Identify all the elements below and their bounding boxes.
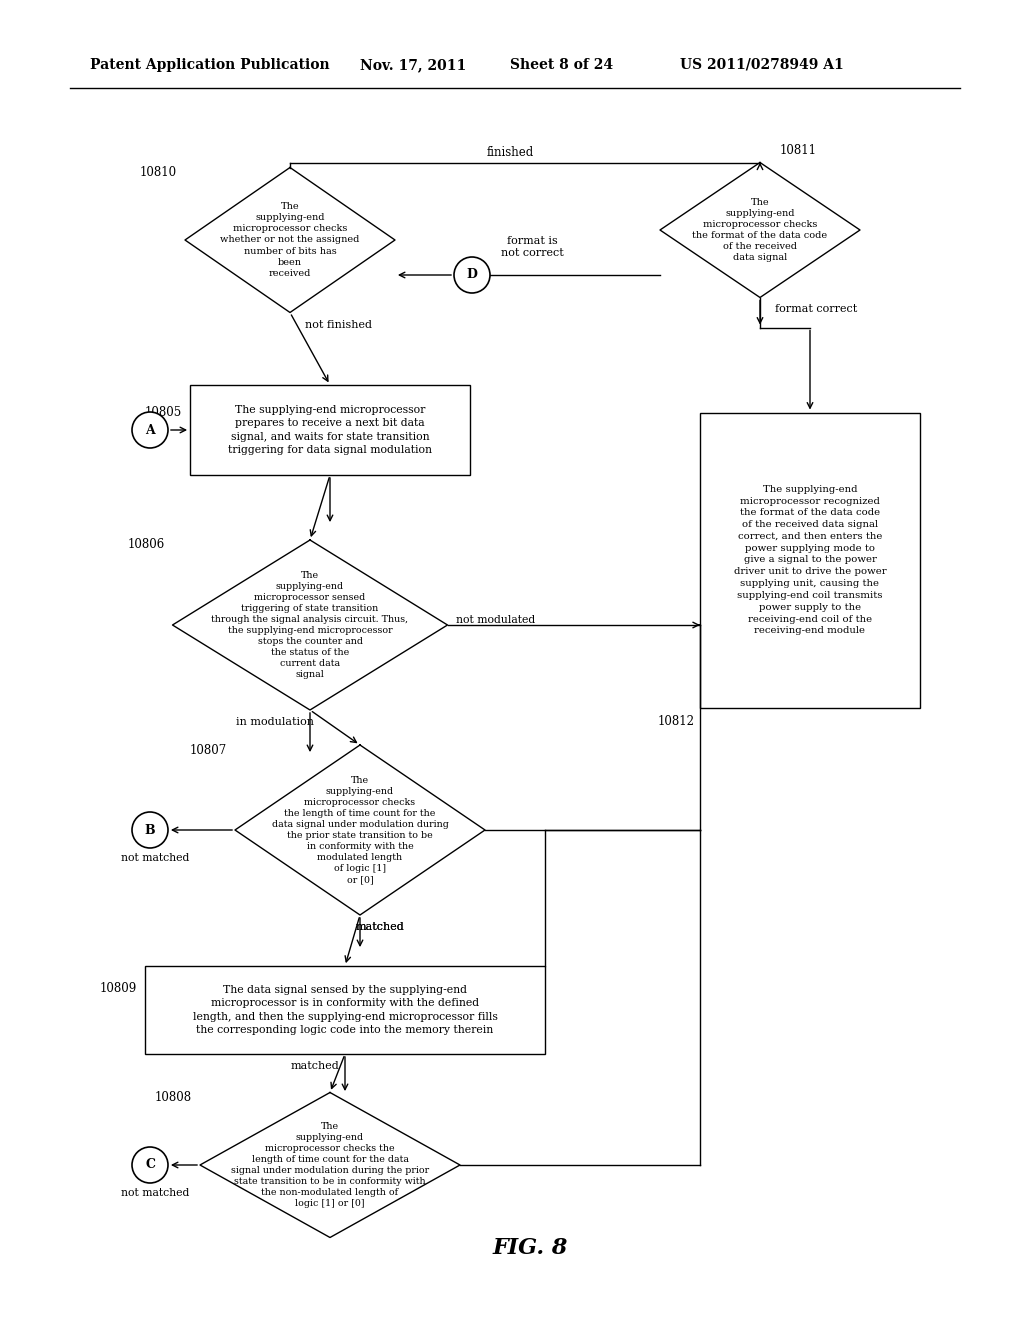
Text: finished: finished [486,147,534,160]
Polygon shape [234,744,485,915]
Text: The data signal sensed by the supplying-end
microprocessor is in conformity with: The data signal sensed by the supplying-… [193,985,498,1035]
Text: Patent Application Publication: Patent Application Publication [90,58,330,73]
Text: The
supplying-end
microprocessor checks
whether or not the assigned
number of bi: The supplying-end microprocessor checks … [220,202,359,277]
Circle shape [454,257,490,293]
Text: matched: matched [291,1061,339,1071]
Text: 10807: 10807 [189,743,227,756]
Text: B: B [144,824,156,837]
Text: D: D [467,268,477,281]
Text: not matched: not matched [121,1188,189,1199]
Text: not matched: not matched [121,853,189,863]
Text: not modulated: not modulated [456,615,535,624]
FancyBboxPatch shape [700,412,920,708]
Polygon shape [185,168,395,313]
Text: 10806: 10806 [127,539,165,552]
Text: C: C [145,1159,155,1172]
Text: 10811: 10811 [780,144,817,157]
Text: The
supplying-end
microprocessor sensed
triggering of state transition
through t: The supplying-end microprocessor sensed … [211,570,409,680]
FancyBboxPatch shape [190,385,470,475]
Polygon shape [660,162,860,297]
Text: A: A [145,424,155,437]
Text: US 2011/0278949 A1: US 2011/0278949 A1 [680,58,844,73]
FancyBboxPatch shape [145,966,545,1053]
Text: The supplying-end microprocessor
prepares to receive a next bit data
signal, and: The supplying-end microprocessor prepare… [228,405,432,455]
Text: 10812: 10812 [658,715,695,729]
Text: 10805: 10805 [144,405,182,418]
Polygon shape [172,540,447,710]
Circle shape [132,412,168,447]
Text: Sheet 8 of 24: Sheet 8 of 24 [510,58,613,73]
Text: 10810: 10810 [140,166,177,180]
Text: not finished: not finished [305,319,372,330]
Text: The
supplying-end
microprocessor checks
the length of time count for the
data si: The supplying-end microprocessor checks … [271,776,449,884]
Circle shape [132,812,168,847]
Text: 10808: 10808 [155,1092,193,1104]
Text: 10809: 10809 [99,982,137,994]
Text: FIG. 8: FIG. 8 [493,1237,567,1259]
Text: matched: matched [355,921,404,932]
Text: matched: matched [355,921,404,932]
Polygon shape [200,1093,460,1238]
Text: The
supplying-end
microprocessor checks
the format of the data code
of the recei: The supplying-end microprocessor checks … [692,198,827,263]
Text: in modulation: in modulation [236,717,314,727]
Text: The supplying-end
microprocessor recognized
the format of the data code
of the r: The supplying-end microprocessor recogni… [733,484,887,635]
Circle shape [132,1147,168,1183]
Text: Nov. 17, 2011: Nov. 17, 2011 [360,58,466,73]
Text: The
supplying-end
microprocessor checks the
length of time count for the data
si: The supplying-end microprocessor checks … [231,1122,429,1208]
Text: format is
not correct: format is not correct [501,236,563,259]
Text: format correct: format correct [775,305,857,314]
